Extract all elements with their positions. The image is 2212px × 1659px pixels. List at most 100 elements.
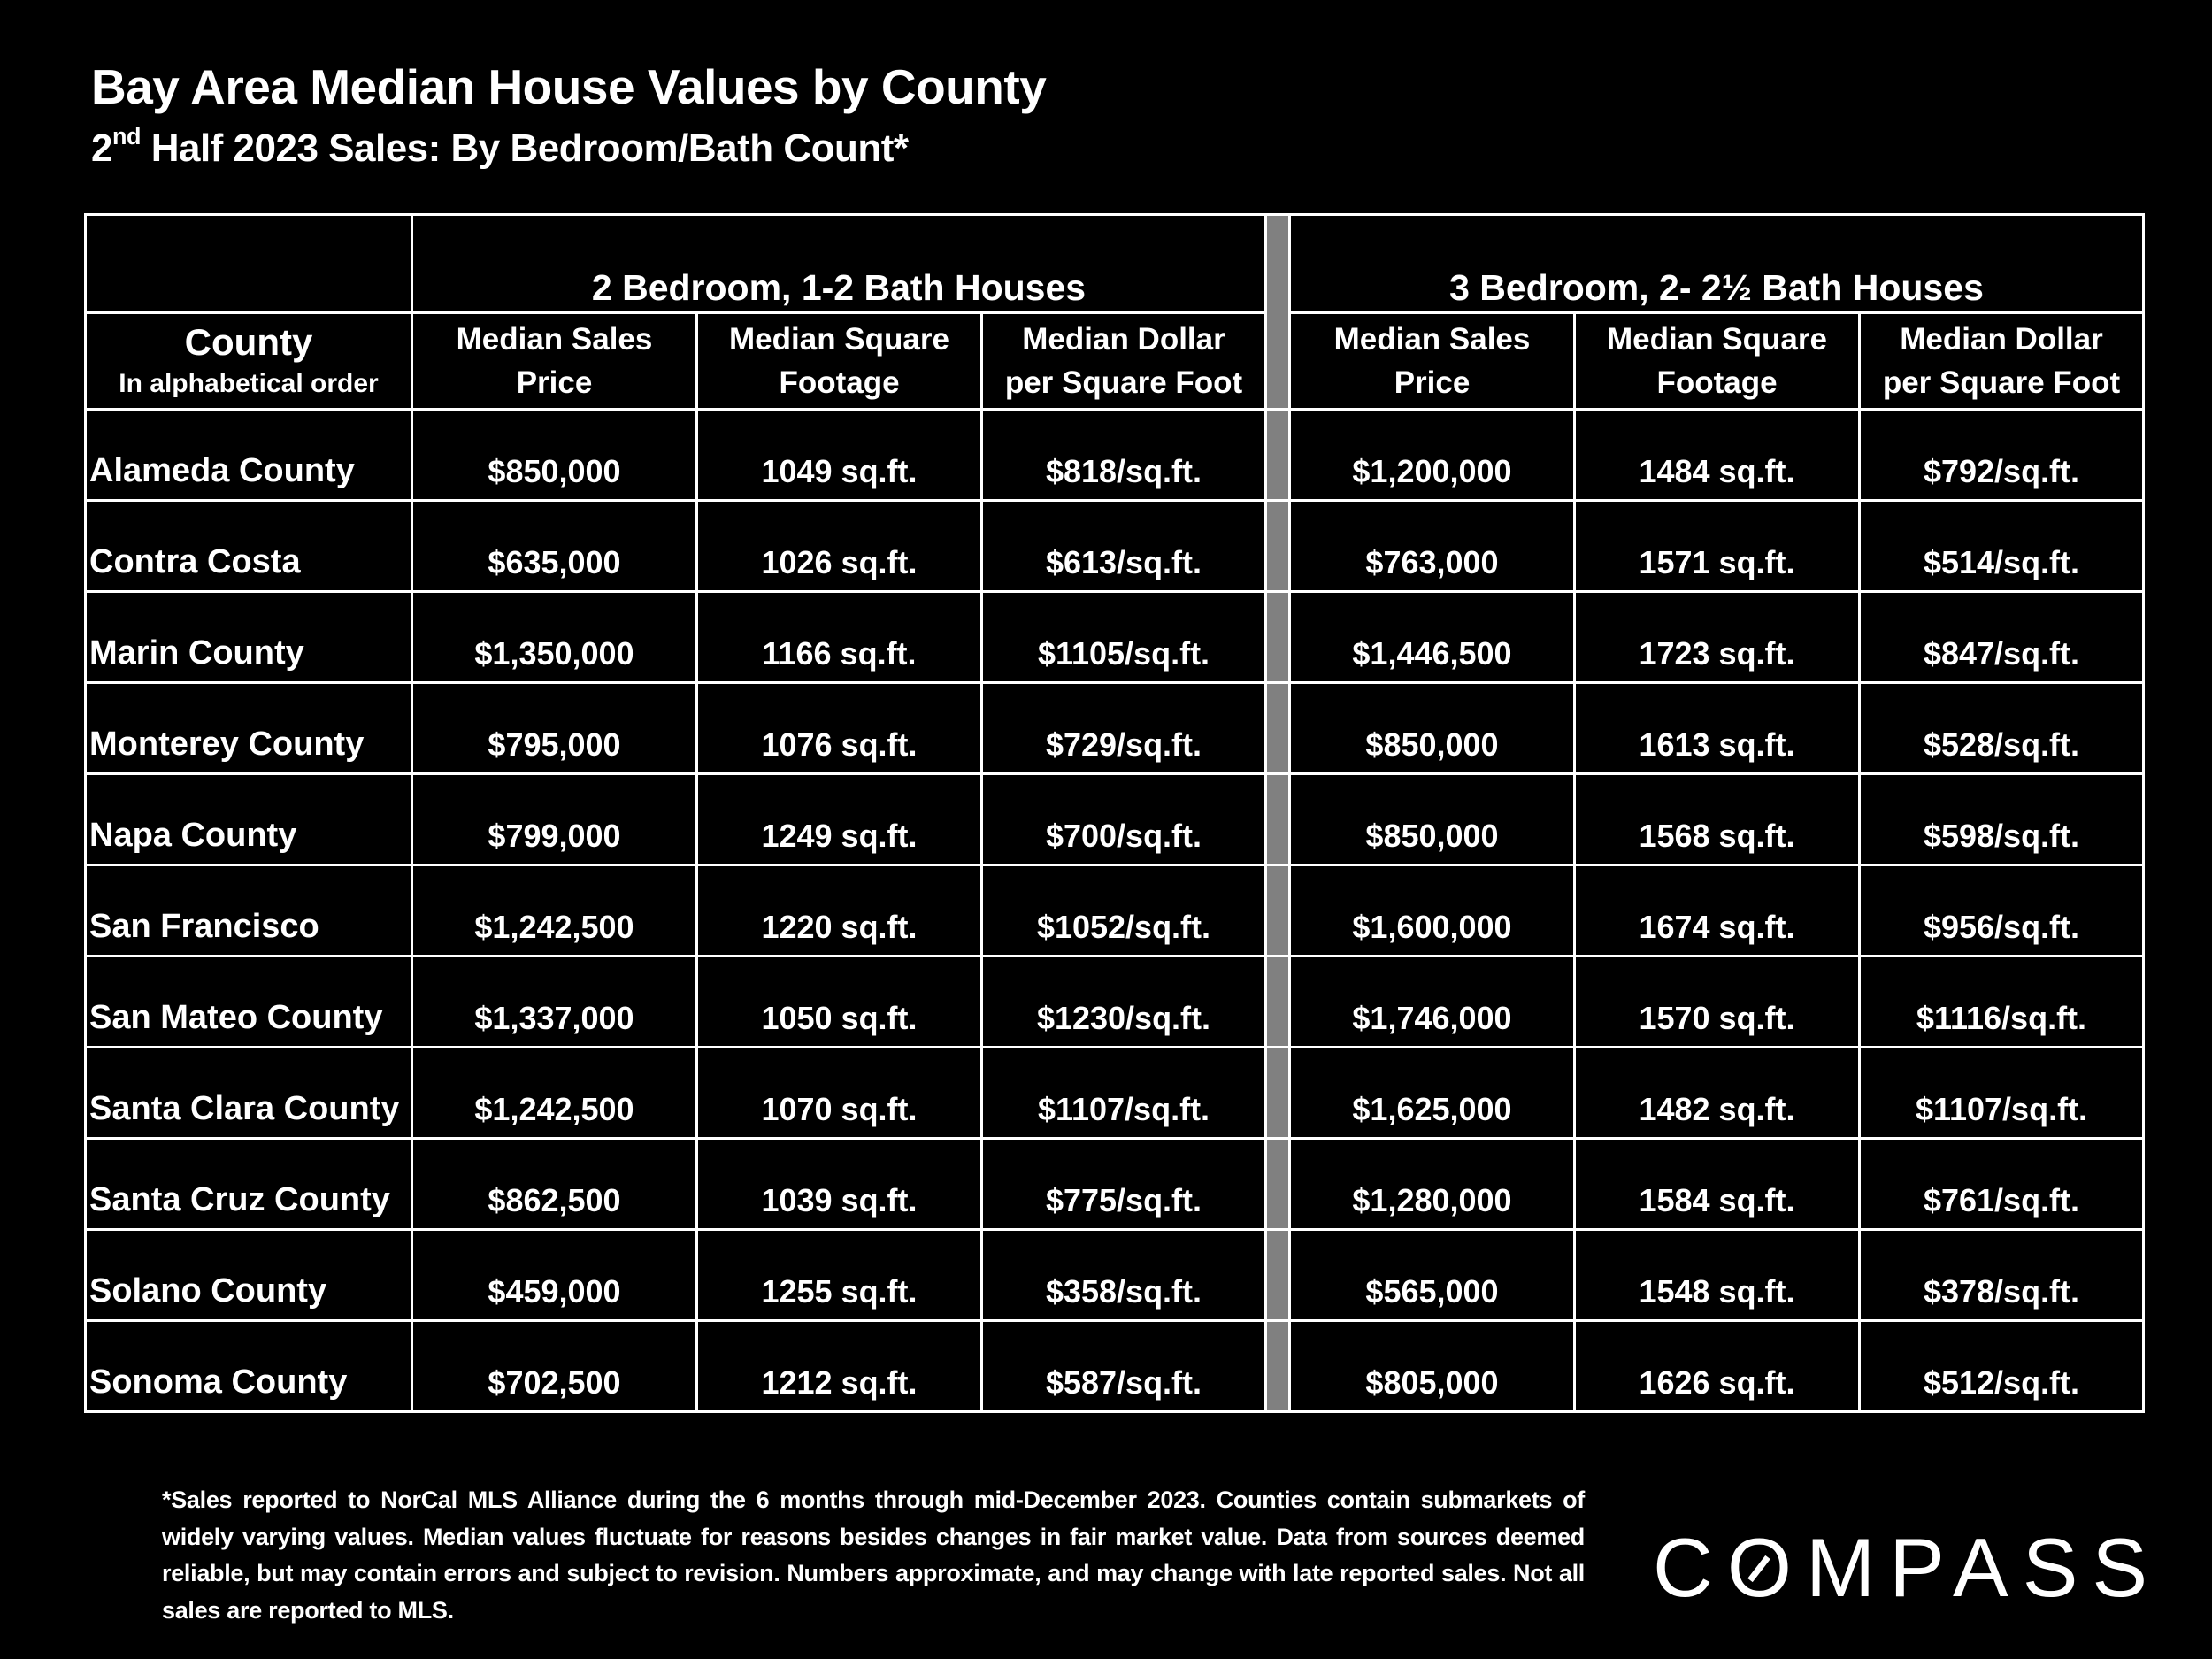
group-divider [1264,1319,1291,1413]
value-cell: 1039 sq.ft. [695,1137,983,1231]
group-divider [1264,1046,1291,1140]
value-cell: 1212 sq.ft. [695,1319,983,1413]
value-cell: $729/sq.ft. [980,681,1267,775]
column-header-line: Median Dollar [1022,322,1225,357]
value-cell: $613/sq.ft. [980,499,1267,593]
value-cell: $700/sq.ft. [980,772,1267,866]
table-row: Napa County $799,000 1249 sq.ft. $700/sq.ft… [84,772,2145,866]
value-cell: $1230/sq.ft. [980,955,1267,1048]
value-cell: $565,000 [1288,1228,1576,1322]
county-name-cell: Santa Clara County [84,1046,413,1140]
county-name-cell: Sonoma County [84,1319,413,1413]
value-cell: $635,000 [411,499,698,593]
value-cell: 1482 sq.ft. [1573,1046,1861,1140]
county-name-cell: Monterey County [84,681,413,775]
compass-logo-text: COMPASS [1653,1521,2162,1614]
county-header-sub: In alphabetical order [119,369,379,398]
table-row: San Francisco $1,242,500 1220 sq.ft. $1052/… [84,864,2145,957]
county-header-label: County [184,321,313,363]
county-name-cell: San Mateo County [84,955,413,1048]
group-divider [1264,955,1291,1048]
page-subtitle: 2nd Half 2023 Sales: By Bedroom/Bath Cou… [91,123,909,171]
value-cell: $587/sq.ft. [980,1319,1267,1413]
value-cell: $1,200,000 [1288,408,1576,502]
county-name-cell: Alameda County [84,408,413,502]
value-cell: $1,280,000 [1288,1137,1576,1231]
column-header: Median Sales Price [411,311,698,411]
median-values-table: 2 Bedroom, 1-2 Bath Houses 3 Bedroom, 2-… [84,213,2145,1413]
value-cell: $763,000 [1288,499,1576,593]
value-cell: 1255 sq.ft. [695,1228,983,1322]
table-row: Contra Costa $635,000 1026 sq.ft. $613/sq.f… [84,499,2145,593]
table-row: Alameda County $850,000 1049 sq.ft. $818/sq… [84,408,2145,502]
value-cell: 1484 sq.ft. [1573,408,1861,502]
county-column-header: County In alphabetical order [84,311,413,411]
value-cell: $598/sq.ft. [1858,772,2145,866]
group-divider [1264,1228,1291,1322]
value-cell: $1107/sq.ft. [1858,1046,2145,1140]
column-header-line: Price [516,365,593,400]
column-header-line: Median Square [1607,322,1827,357]
group-divider [1264,772,1291,866]
value-cell: $792/sq.ft. [1858,408,2145,502]
column-header-line: per Square Foot [1004,365,1243,400]
value-cell: $358/sq.ft. [980,1228,1267,1322]
value-cell: 1220 sq.ft. [695,864,983,957]
value-cell: $850,000 [1288,681,1576,775]
value-cell: 1249 sq.ft. [695,772,983,866]
table-row: San Mateo County $1,337,000 1050 sq.ft. $12… [84,955,2145,1048]
value-cell: $1,446,500 [1288,590,1576,684]
value-cell: 1026 sq.ft. [695,499,983,593]
table-row: Santa Cruz County $862,500 1039 sq.ft. $775… [84,1137,2145,1231]
value-cell: $1105/sq.ft. [980,590,1267,684]
county-name-cell: Santa Cruz County [84,1137,413,1231]
group-divider [1264,499,1291,593]
value-cell: 1723 sq.ft. [1573,590,1861,684]
group-divider [1264,681,1291,775]
value-cell: $459,000 [411,1228,698,1322]
value-cell: 1050 sq.ft. [695,955,983,1048]
value-cell: $850,000 [1288,772,1576,866]
column-header: Median Dollar per Square Foot [980,311,1267,411]
value-cell: $818/sq.ft. [980,408,1267,502]
value-cell: $1107/sq.ft. [980,1046,1267,1140]
value-cell: $514/sq.ft. [1858,499,2145,593]
value-cell: $795,000 [411,681,698,775]
value-cell: $702,500 [411,1319,698,1413]
value-cell: $1,350,000 [411,590,698,684]
column-header-line: Median Sales [456,322,653,357]
group-header-2bed: 2 Bedroom, 1-2 Bath Houses [411,213,1267,314]
value-cell: $850,000 [411,408,698,502]
value-cell: 1570 sq.ft. [1573,955,1861,1048]
value-cell: 1626 sq.ft. [1573,1319,1861,1413]
subtitle-ordinal: 2 [91,127,112,170]
value-cell: 1571 sq.ft. [1573,499,1861,593]
page-title: Bay Area Median House Values by County [91,59,1047,114]
county-name-cell: Marin County [84,590,413,684]
table-row: Marin County $1,350,000 1166 sq.ft. $1105/s… [84,590,2145,684]
column-header-line: Footage [779,365,900,400]
group-header-3bed: 3 Bedroom, 2- 2½ Bath Houses [1288,213,2145,314]
county-name-cell: San Francisco [84,864,413,957]
value-cell: $1052/sq.ft. [980,864,1267,957]
group-divider [1264,213,1291,411]
column-header-line: Median Sales [1333,322,1531,357]
value-cell: $1,337,000 [411,955,698,1048]
county-name-cell: Contra Costa [84,499,413,593]
value-cell: $1,625,000 [1288,1046,1576,1140]
value-cell: $847/sq.ft. [1858,590,2145,684]
group-divider [1264,864,1291,957]
value-cell: $512/sq.ft. [1858,1319,2145,1413]
group-divider [1264,1137,1291,1231]
column-header-line: Footage [1656,365,1778,400]
column-header-line: per Square Foot [1882,365,2121,400]
value-cell: 1070 sq.ft. [695,1046,983,1140]
value-cell: $528/sq.ft. [1858,681,2145,775]
table-row: Sonoma County $702,500 1212 sq.ft. $587/sq.… [84,1319,2145,1413]
column-header: Median Sales Price [1288,311,1576,411]
value-cell: $1,242,500 [411,864,698,957]
column-header-line: Median Dollar [1900,322,2103,357]
value-cell: $862,500 [411,1137,698,1231]
value-cell: $761/sq.ft. [1858,1137,2145,1231]
column-header: Median Dollar per Square Foot [1858,311,2145,411]
